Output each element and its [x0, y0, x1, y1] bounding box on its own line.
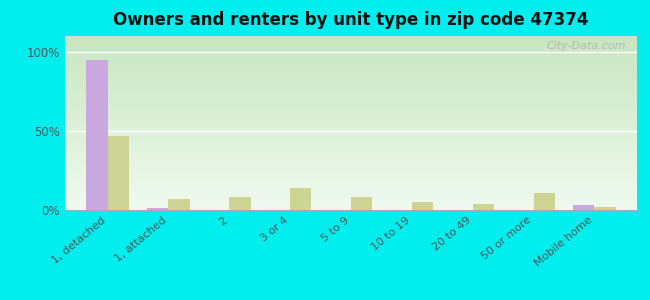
Bar [534, 193, 555, 210]
Bar [351, 197, 372, 210]
Bar [108, 136, 129, 210]
Bar [594, 207, 616, 210]
Bar [573, 205, 594, 210]
Bar [229, 197, 251, 210]
Bar [290, 188, 311, 210]
Text: City-Data.com: City-Data.com [546, 41, 625, 51]
Bar [147, 208, 168, 210]
Title: Owners and renters by unit type in zip code 47374: Owners and renters by unit type in zip c… [113, 11, 589, 29]
Bar [168, 199, 190, 210]
Bar [86, 60, 108, 210]
Bar [412, 202, 433, 210]
Bar [473, 204, 494, 210]
